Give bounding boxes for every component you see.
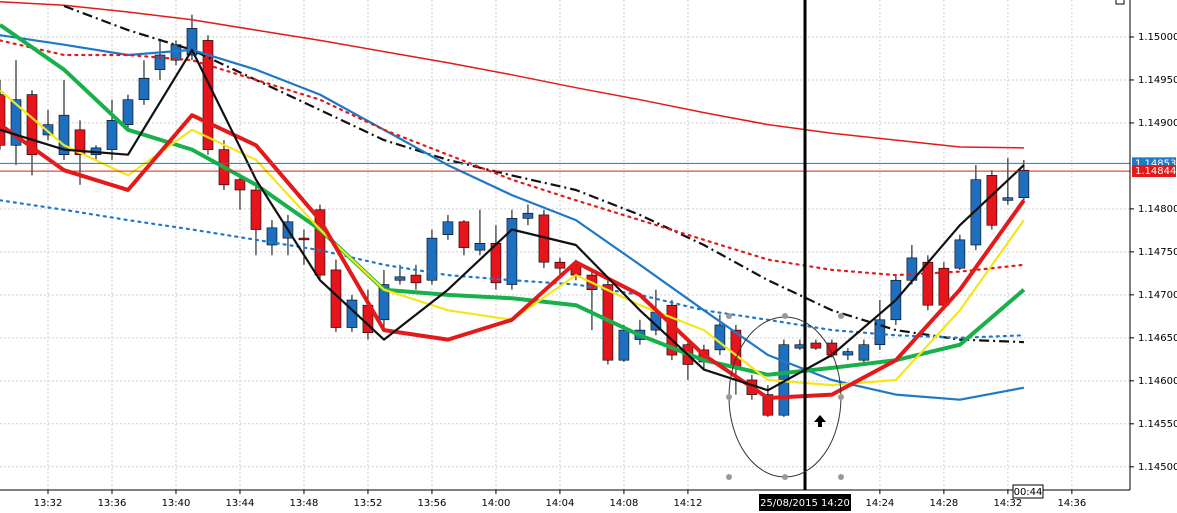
y-tick-label: 1.14600 [1138,376,1177,387]
candle-body [922,261,934,306]
up-arrow [814,415,826,427]
plot-area [0,0,1130,417]
handle [782,313,788,319]
y-tick-label: 1.14800 [1138,204,1177,215]
handle [838,394,844,400]
y-tick-label: 1.14900 [1138,118,1177,129]
y-tick-label: 1.14950 [1138,75,1177,86]
price-label: 1.14853 [1135,158,1176,169]
candle-body [458,221,470,248]
candle-body [618,329,630,361]
candle-body [506,218,518,285]
x-tick-label: 14:32 [993,498,1022,509]
y-tick-label: 1.14650 [1138,333,1177,344]
handle [726,394,732,400]
candle-body [26,94,38,156]
candle-body [1018,169,1030,199]
indicator-line [63,4,1024,344]
candle-body [938,267,950,306]
candle-body [106,120,118,150]
x-tick-label: 14:04 [546,498,575,509]
y-tick-label: 1.14700 [1138,290,1177,301]
candle-body [410,274,422,284]
candle-body [138,77,150,101]
x-tick-label: 13:40 [162,498,191,509]
x-tick-label: 13:48 [290,498,319,509]
candle-body [10,99,22,146]
x-tick-label: 14:36 [1057,498,1086,509]
candle-body [266,227,278,246]
candle-body [794,344,806,349]
price-label: 1.14844 [1135,166,1176,177]
x-tick-label: 14:28 [929,498,958,509]
candle-body [154,54,166,70]
candle-body [762,394,774,416]
y-tick-label: 1.14750 [1138,247,1177,258]
indicator-line [0,113,1026,400]
indicator-line [0,0,1024,149]
annotations [726,0,844,490]
cursor-label: 25/08/2015 14:20 [760,498,850,509]
candle-body [250,189,262,230]
x-tick-label: 14:24 [865,498,894,509]
price-label-box [1132,165,1176,178]
candle-body [810,342,822,349]
handle [838,313,844,319]
candle-body [378,284,390,321]
candle-body [954,239,966,269]
candle-body [42,124,54,136]
y-tick-label: 1.14550 [1138,419,1177,430]
y-tick-label: 1.14500 [1138,462,1177,473]
indicator-line [0,199,1025,339]
candle-body [474,242,486,251]
candle-body [970,179,982,246]
candle-body [74,129,86,156]
candle-body [874,319,886,346]
x-tick-label: 14:08 [610,498,639,509]
handle [782,474,788,480]
candle-body [186,28,198,56]
candle-body [298,237,310,241]
candle-body [522,212,534,219]
indicator-line [0,39,1025,277]
candle-body [442,221,454,235]
candle-body [858,344,870,361]
candle-body [554,261,566,269]
indicator-line [0,48,1025,392]
candle-body [122,99,134,125]
candle-body [314,209,326,276]
handle [726,474,732,480]
candle-body [234,179,246,191]
countdown-box [1012,484,1044,499]
candle-body [986,175,998,226]
candle-body [842,351,854,356]
x-tick-label: 13:44 [226,498,255,509]
cursor-label-box [759,494,851,511]
x-tick-label: 13:32 [34,498,63,509]
candle-body [0,94,6,146]
x-tick-label: 14:00 [482,498,511,509]
x-tick-label: 14:12 [674,498,703,509]
axis-labels: 1.14500 1.14550 1.14600 1.14650 1.14700 1.147… [34,32,1177,509]
handle [838,474,844,480]
candle-body [202,40,214,150]
candle-body [426,237,438,281]
countdown: 00:44 [1014,487,1043,498]
x-tick-label: 13:52 [354,498,383,509]
corner-box [1115,0,1125,5]
candle-body [1002,197,1014,201]
handle [726,313,732,319]
x-tick-label: 13:36 [98,498,127,509]
candle-body [394,276,406,281]
y-tick-label: 1.15000 [1138,32,1177,43]
candle-body [58,114,70,156]
x-tick-label: 13:56 [418,498,447,509]
